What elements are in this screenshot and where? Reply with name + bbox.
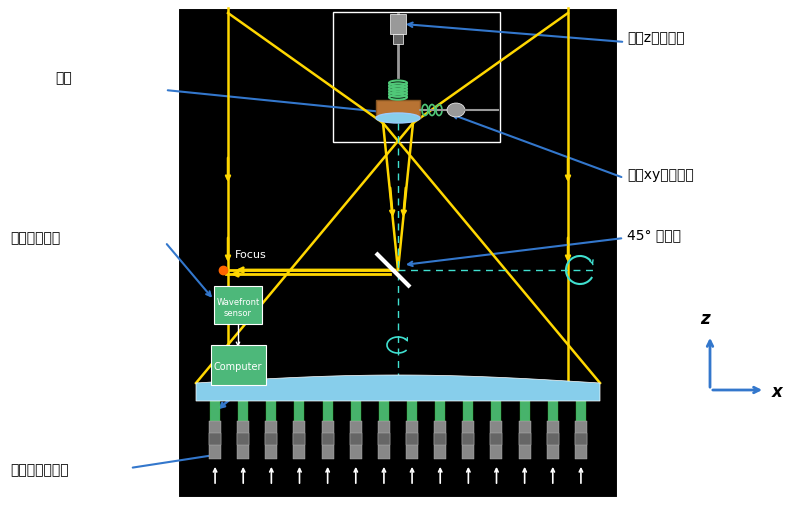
Bar bbox=[293, 421, 305, 459]
Bar bbox=[406, 401, 417, 421]
Bar bbox=[379, 401, 388, 421]
Bar bbox=[546, 433, 558, 445]
Bar bbox=[491, 401, 501, 421]
Bar bbox=[237, 433, 249, 445]
Bar bbox=[377, 433, 389, 445]
Text: 波面センサー: 波面センサー bbox=[10, 231, 60, 245]
Bar bbox=[214, 286, 262, 324]
Bar bbox=[293, 433, 305, 445]
Bar bbox=[294, 401, 304, 421]
Ellipse shape bbox=[375, 113, 419, 123]
PathPatch shape bbox=[195, 375, 599, 401]
Bar bbox=[375, 100, 419, 118]
Text: Computer: Computer bbox=[213, 362, 262, 372]
Bar bbox=[333, 12, 500, 142]
Bar bbox=[435, 401, 444, 421]
Text: 副鏡xy駅動装置: 副鏡xy駅動装置 bbox=[626, 168, 693, 182]
Ellipse shape bbox=[446, 103, 465, 117]
Bar bbox=[322, 401, 333, 421]
Bar bbox=[463, 401, 473, 421]
Text: アクチュエータ: アクチュエータ bbox=[10, 463, 69, 477]
Bar bbox=[547, 401, 557, 421]
Bar bbox=[461, 421, 474, 459]
Bar bbox=[211, 345, 266, 385]
Bar bbox=[321, 421, 333, 459]
Bar bbox=[208, 433, 221, 445]
Text: Focus: Focus bbox=[234, 250, 267, 260]
Bar bbox=[574, 433, 586, 445]
Bar bbox=[461, 433, 474, 445]
Text: 副鏡: 副鏡 bbox=[55, 71, 71, 85]
Bar bbox=[389, 14, 406, 34]
Bar bbox=[238, 401, 248, 421]
Bar bbox=[518, 433, 530, 445]
Bar bbox=[210, 401, 220, 421]
Bar bbox=[350, 421, 362, 459]
Bar bbox=[350, 433, 362, 445]
Bar bbox=[546, 421, 558, 459]
Bar bbox=[574, 421, 586, 459]
Bar bbox=[434, 421, 446, 459]
Bar bbox=[208, 421, 221, 459]
Bar bbox=[490, 433, 502, 445]
Bar bbox=[266, 401, 276, 421]
Bar bbox=[406, 421, 418, 459]
Text: 副鏡z駅動装置: 副鏡z駅動装置 bbox=[626, 31, 684, 45]
Text: Wavefront
sensor: Wavefront sensor bbox=[216, 298, 260, 318]
Bar bbox=[575, 401, 586, 421]
Bar bbox=[490, 421, 502, 459]
Text: z: z bbox=[699, 310, 709, 328]
Bar bbox=[434, 433, 446, 445]
Text: 45° 平面鏡: 45° 平面鏡 bbox=[626, 228, 680, 242]
Bar bbox=[518, 421, 530, 459]
Bar bbox=[321, 433, 333, 445]
Bar bbox=[265, 421, 277, 459]
Bar bbox=[406, 433, 418, 445]
Bar bbox=[377, 421, 389, 459]
Bar bbox=[519, 401, 529, 421]
Bar bbox=[237, 421, 249, 459]
Bar bbox=[265, 433, 277, 445]
Text: x: x bbox=[771, 383, 782, 401]
Bar bbox=[178, 8, 617, 498]
Bar bbox=[350, 401, 360, 421]
Bar bbox=[393, 34, 402, 44]
